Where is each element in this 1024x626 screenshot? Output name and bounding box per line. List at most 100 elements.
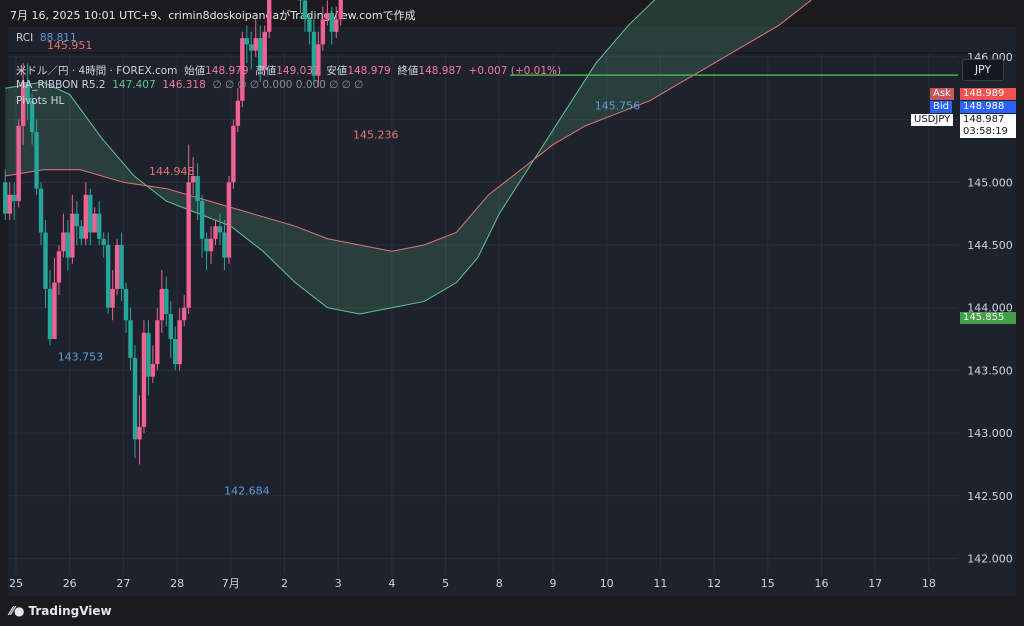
candle-body <box>240 38 245 101</box>
tradingview-logo-icon: ⁄⁄● <box>10 604 25 618</box>
x-tick-label: 5 <box>442 577 449 590</box>
candle-body <box>190 176 196 183</box>
y-tick-label: 144.500 <box>967 239 1013 252</box>
y-tick-label: 145.000 <box>967 176 1013 189</box>
candle-body <box>208 238 214 252</box>
pivot-label: 145.951 <box>47 39 93 52</box>
candle-body <box>320 19 326 45</box>
candle-body <box>325 13 330 20</box>
candle-body <box>213 226 218 239</box>
x-tick-label: 7月 <box>222 577 240 590</box>
x-tick-label: 15 <box>761 577 775 590</box>
ma-rest-values: ∅ ∅ ∅ ∅ 0.000 0.000 ∅ ∅ ∅ <box>212 79 364 91</box>
ask-label-tag: Ask <box>930 88 954 100</box>
y-tick-label: 142.500 <box>967 490 1013 503</box>
candle-body <box>114 245 120 289</box>
candle-body <box>164 288 169 314</box>
x-tick-label: 25 <box>9 577 23 590</box>
candle-body <box>311 31 317 76</box>
x-tick-label: 2 <box>281 577 288 590</box>
change-value: +0.007 (+0.01%) <box>468 65 562 77</box>
candle-body <box>181 307 187 321</box>
pivot-label: 145.236 <box>353 129 399 142</box>
x-tick-label: 18 <box>922 577 936 590</box>
tradingview-logo[interactable]: ⁄⁄● TradingView <box>10 604 112 618</box>
time-axis[interactable] <box>8 574 958 596</box>
candle-body <box>307 19 312 32</box>
close-label: 終値 <box>397 65 419 77</box>
ma-legend: MA_RIBBON R5.2 147.407 146.318 ∅ ∅ ∅ ∅ 0… <box>16 79 363 91</box>
rci-panel <box>8 27 958 52</box>
symbol-legend: 米ドル／円 · 4時間 · FOREX.com 始値148.979 高値149.… <box>16 63 561 78</box>
candle-body <box>258 38 263 70</box>
candle-body <box>132 357 138 440</box>
ma-label: MA_RIBBON R5.2 <box>16 79 106 91</box>
candle-body <box>217 226 223 233</box>
candle-body <box>70 213 75 258</box>
y-tick-label: 142.000 <box>967 553 1013 566</box>
ma-fast-value: 147.407 <box>112 79 156 91</box>
candle-body <box>52 282 57 340</box>
candle-body <box>155 320 160 365</box>
candle-body <box>105 245 111 308</box>
low-label: 安値 <box>326 65 348 77</box>
x-tick-label: 3 <box>335 577 342 590</box>
support-price-tag: 145.855 <box>960 312 1016 324</box>
rci-label: RCI <box>16 32 34 44</box>
x-tick-label: 27 <box>116 577 130 590</box>
candle-body <box>83 194 88 239</box>
candle-body <box>16 125 21 202</box>
rci-axis <box>958 27 1016 52</box>
candle-body <box>137 426 142 440</box>
candle-body <box>186 182 191 308</box>
candle-body <box>25 81 30 101</box>
bar-countdown: 03:58:19 <box>960 126 1016 138</box>
pivot-label: 144.948 <box>149 165 195 178</box>
candle-body <box>329 13 335 32</box>
pivot-label: 145.756 <box>595 99 641 112</box>
candle-body <box>47 288 53 340</box>
bid-label-tag: Bid <box>930 101 952 113</box>
x-tick-label: 12 <box>707 577 721 590</box>
y-tick-label: 144.000 <box>967 302 1013 315</box>
x-tick-label: 10 <box>600 577 614 590</box>
candle-body <box>302 0 308 20</box>
y-tick-label: 146.500 <box>967 0 1013 1</box>
x-tick-label: 8 <box>496 577 503 590</box>
ma-slow-line <box>5 0 812 252</box>
candle-body <box>235 100 241 126</box>
candle-body <box>20 81 26 126</box>
candle-body <box>266 0 272 32</box>
chart-caption: 7月 16, 2025 10:01 UTC+9、crimin8doskoipan… <box>10 9 416 22</box>
price-axis[interactable] <box>958 54 1016 596</box>
x-tick-label: 9 <box>550 577 557 590</box>
x-tick-label: 16 <box>815 577 829 590</box>
candle-body <box>204 238 209 252</box>
candle-body <box>12 194 17 202</box>
candle-body <box>43 232 48 289</box>
y-tick-label: 143.500 <box>967 364 1013 377</box>
candle-body <box>38 188 44 233</box>
candle-body <box>74 213 80 227</box>
rci-legend: RCI 88.811 <box>16 32 77 44</box>
open-label: 始値 <box>184 65 206 77</box>
candle-body <box>150 364 156 377</box>
currency-button[interactable]: JPY <box>962 59 1004 81</box>
candle-body <box>334 19 339 32</box>
candle-body <box>226 182 232 258</box>
candle-body <box>34 132 39 189</box>
candle-body <box>231 125 236 183</box>
candle-body <box>123 288 129 321</box>
rci-value: 88.811 <box>39 32 77 44</box>
candle-body <box>253 38 258 51</box>
candle-body <box>173 339 178 365</box>
pivot-label: 143.753 <box>58 351 104 364</box>
x-tick-label: 17 <box>868 577 882 590</box>
pivots-legend: Pivots HL <box>16 95 64 107</box>
pivot-label: 142.684 <box>224 485 270 498</box>
candle-body <box>141 332 147 427</box>
candle-body <box>61 232 66 252</box>
candle-body <box>177 320 182 365</box>
candle-body <box>65 232 71 258</box>
